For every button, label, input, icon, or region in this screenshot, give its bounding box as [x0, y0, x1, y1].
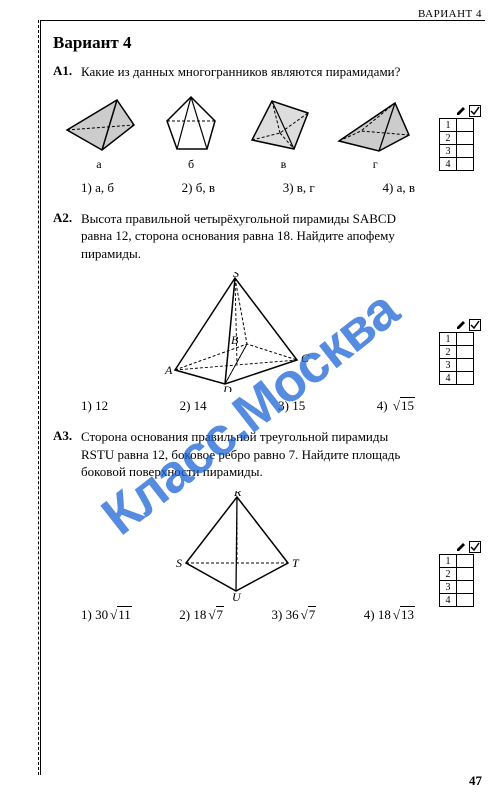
- q3-id: A3.: [53, 428, 81, 444]
- q1-opt2: 2) б, в: [182, 180, 215, 196]
- ab-num: 2: [439, 567, 457, 581]
- ab-num: 4: [439, 593, 457, 607]
- question-a2: A2. Высота правильной четырёхугольной пи…: [53, 210, 421, 415]
- q1-figures: [53, 93, 421, 155]
- q2-opt4: 4) 15: [377, 398, 415, 414]
- q2-id: A2.: [53, 210, 81, 226]
- answer-grid-a3: 1 2 3 4: [439, 541, 481, 606]
- q1-lbl-b: б: [188, 157, 194, 172]
- q3-figure: R S T U: [53, 491, 421, 601]
- q2-opt3: 3) 15: [278, 398, 305, 414]
- q1-text: Какие из данных многогранников являются …: [81, 63, 421, 81]
- answer-grid-a1: 1 2 3 4: [439, 105, 481, 170]
- svg-text:R: R: [233, 491, 242, 499]
- svg-text:D: D: [222, 383, 232, 392]
- ab-box[interactable]: [456, 131, 474, 145]
- checkbox-icon: [469, 319, 481, 331]
- svg-text:S: S: [233, 272, 239, 280]
- ab-num: 1: [439, 554, 457, 568]
- ab-num: 3: [439, 358, 457, 372]
- svg-text:C: C: [301, 351, 310, 365]
- variant-title: Вариант 4: [53, 33, 421, 53]
- pencil-icon: [456, 320, 466, 330]
- ab-num: 1: [439, 332, 457, 346]
- ab-box[interactable]: [456, 144, 474, 158]
- q1-id: A1.: [53, 63, 81, 79]
- ab-box[interactable]: [456, 580, 474, 594]
- q2-text-content: Высота правильной четырёхугольной пирами…: [81, 211, 396, 261]
- content-area: Вариант 4 A1. Какие из данных многогранн…: [41, 21, 421, 623]
- page-number: 47: [469, 773, 482, 789]
- running-head: ВАРИАНТ 4: [418, 8, 482, 20]
- ab-num: 4: [439, 157, 457, 171]
- polyhedron-b-icon: [157, 93, 225, 155]
- q2-options: 1) 12 2) 14 3) 15 4) 15: [81, 398, 415, 414]
- ab-box[interactable]: [456, 371, 474, 385]
- ab-box[interactable]: [456, 554, 474, 568]
- svg-text:T: T: [292, 556, 300, 570]
- checkbox-icon: [469, 105, 481, 117]
- q2-figure: S A B C D: [53, 272, 421, 392]
- ab-num: 3: [439, 580, 457, 594]
- svg-text:A: A: [164, 363, 173, 377]
- q3-options: 1) 3011 2) 187 3) 367 4) 1813: [81, 607, 415, 623]
- q3-opt4: 4) 1813: [364, 607, 415, 623]
- pencil-icon: [456, 106, 466, 116]
- pyramid-a-icon: [62, 95, 140, 155]
- ab-num: 3: [439, 144, 457, 158]
- checkbox-icon: [469, 541, 481, 553]
- svg-text:U: U: [232, 590, 242, 601]
- q1-options: 1) а, б 2) б, в 3) в, г 4) а, в: [81, 180, 415, 196]
- ab-box[interactable]: [456, 118, 474, 132]
- ab-num: 4: [439, 371, 457, 385]
- svg-text:S: S: [176, 556, 182, 570]
- ab-box[interactable]: [456, 157, 474, 171]
- pencil-icon: [456, 542, 466, 552]
- q1-figure-labels: а б в г: [53, 157, 421, 172]
- pyramid-d-icon: [333, 97, 413, 155]
- q1-opt1: 1) а, б: [81, 180, 114, 196]
- q1-opt3: 3) в, г: [283, 180, 315, 196]
- q1-lbl-d: г: [373, 157, 378, 172]
- ab-box[interactable]: [456, 345, 474, 359]
- q2-text: Высота правильной четырёхугольной пирами…: [81, 210, 421, 263]
- q3-opt3: 3) 367: [272, 607, 317, 623]
- q3-opt1: 1) 3011: [81, 607, 132, 623]
- q2-opt1: 1) 12: [81, 398, 108, 414]
- answer-grid-a2: 1 2 3 4: [439, 319, 481, 384]
- ab-box[interactable]: [456, 332, 474, 346]
- ab-num: 1: [439, 118, 457, 132]
- q3-text: Сторона основания правильной треугольной…: [81, 428, 421, 481]
- ab-box[interactable]: [456, 358, 474, 372]
- page-dashed-border: [38, 20, 39, 775]
- q3-opt2: 2) 187: [179, 607, 224, 623]
- q1-opt4: 4) а, в: [382, 180, 415, 196]
- page-frame: Вариант 4 A1. Какие из данных многогранн…: [40, 20, 485, 775]
- ab-num: 2: [439, 345, 457, 359]
- svg-text:B: B: [231, 333, 239, 347]
- q1-lbl-a: а: [96, 157, 101, 172]
- ab-num: 2: [439, 131, 457, 145]
- ab-box[interactable]: [456, 593, 474, 607]
- question-a1: A1. Какие из данных многогранников являю…: [53, 63, 421, 196]
- q1-lbl-c: в: [281, 157, 287, 172]
- polyhedron-c-icon: [242, 95, 316, 155]
- question-a3: A3. Сторона основания правильной треугол…: [53, 428, 421, 623]
- q2-opt2: 2) 14: [180, 398, 207, 414]
- ab-box[interactable]: [456, 567, 474, 581]
